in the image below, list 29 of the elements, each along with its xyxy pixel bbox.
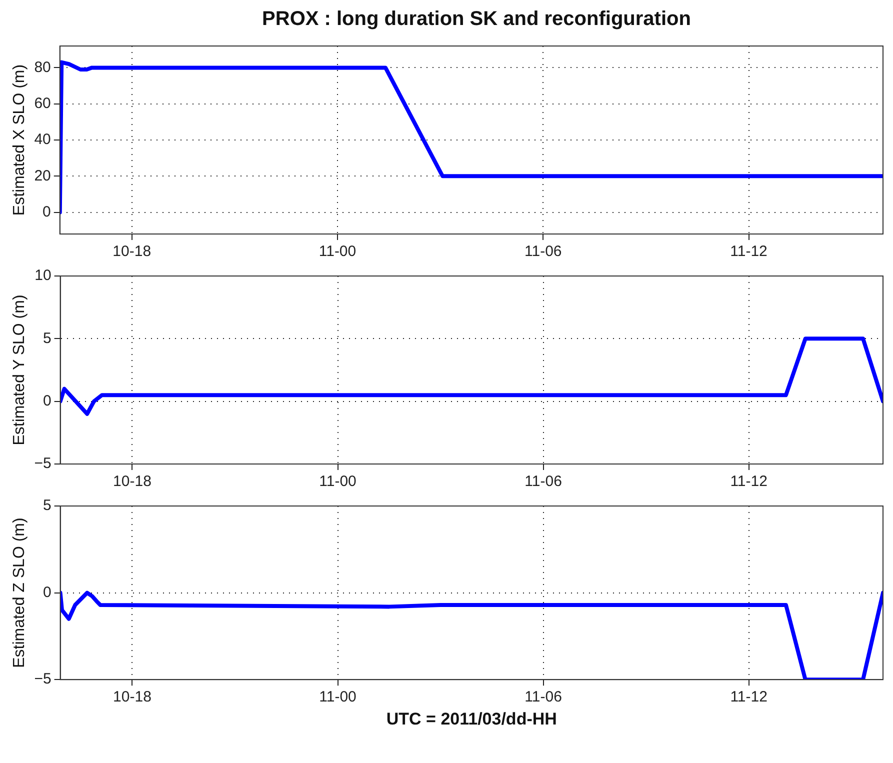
y-tick-label: 5 xyxy=(42,330,52,347)
x-tick-label: 11-12 xyxy=(730,473,768,490)
x-tick-label: 11-06 xyxy=(524,473,562,490)
y-tick-label: 5 xyxy=(42,497,52,514)
x-tick-label: 11-00 xyxy=(319,688,356,706)
y-axis-title: Estimated Z SLO (m) xyxy=(11,518,28,668)
y-axis-title: Estimated Y SLO (m) xyxy=(11,294,28,446)
y-tick-label: 60 xyxy=(34,94,51,112)
x-tick-label: 11-06 xyxy=(524,243,562,260)
y-tick-label: −5 xyxy=(34,455,52,472)
y-tick-label: 10 xyxy=(34,267,52,284)
x-tick-label: 10-18 xyxy=(112,243,152,260)
x-tick-label: 11-12 xyxy=(730,243,768,260)
x-tick-label: 10-18 xyxy=(113,473,152,490)
x-axis-title: UTC = 2011/03/dd-HH xyxy=(386,709,557,728)
y-tick-label: 0 xyxy=(42,584,52,601)
x-tick-label: 10-18 xyxy=(113,688,152,706)
x-tick-label: 11-00 xyxy=(318,243,356,260)
y-tick-label: 80 xyxy=(34,58,51,76)
y-tick-label: −5 xyxy=(34,670,52,688)
x-tick-label: 11-00 xyxy=(319,473,356,490)
y-axis-title: Estimated X SLO (m) xyxy=(11,64,28,216)
x-tick-label: 11-12 xyxy=(730,688,768,706)
x-tick-label: 11-06 xyxy=(524,688,562,706)
y-tick-label: 40 xyxy=(34,131,51,148)
chart-title: PROX : long duration SK and reconfiguration xyxy=(261,8,692,32)
y-tick-label: 0 xyxy=(42,203,51,220)
y-tick-label: 20 xyxy=(34,167,51,184)
y-tick-label: 0 xyxy=(42,392,52,410)
